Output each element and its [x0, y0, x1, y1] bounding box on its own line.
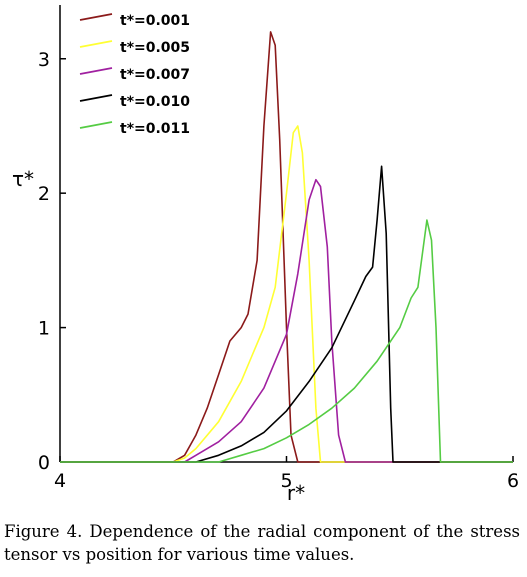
- legend-swatch: [79, 40, 113, 48]
- series-layer: [60, 31, 513, 463]
- legend-swatch: [79, 67, 113, 75]
- y-tick-label: 2: [38, 183, 50, 205]
- legend-swatch: [79, 13, 113, 21]
- x-tick-label: 4: [54, 470, 66, 492]
- legend: t*=0.001 t*=0.005 t*=0.007 t*=0.010 t*=0.011: [79, 13, 190, 137]
- legend-label: t*=0.010: [120, 94, 190, 110]
- y-axis-label: τ*: [12, 167, 34, 191]
- figure-caption: Figure 4. Dependence of the radial compo…: [4, 522, 520, 564]
- series-line-2: [60, 125, 513, 463]
- legend-swatch: [79, 121, 113, 129]
- legend-label: t*=0.007: [120, 67, 190, 83]
- y-tick-label: 3: [38, 49, 50, 71]
- legend-label: t*=0.005: [120, 40, 190, 56]
- series-line-5: [60, 219, 513, 463]
- x-ticks: 4 5 6: [54, 456, 519, 492]
- legend-label: t*=0.001: [120, 13, 190, 29]
- legend-swatch: [79, 94, 113, 102]
- x-tick-label: 6: [507, 470, 519, 492]
- series-line-4: [60, 165, 513, 463]
- x-tick-label: 5: [280, 470, 292, 492]
- x-axis-label: r*: [287, 481, 305, 505]
- y-tick-label: 1: [38, 318, 50, 340]
- y-ticks: 0 1 2 3: [38, 49, 66, 474]
- chart: 0 1 2 3 4 5 6 t*=0.001 t*=0.005 t*=0.007 t*=0.01…: [12, 5, 519, 505]
- y-tick-label: 0: [38, 452, 50, 474]
- legend-label: t*=0.011: [120, 121, 190, 137]
- series-line-3: [60, 178, 513, 463]
